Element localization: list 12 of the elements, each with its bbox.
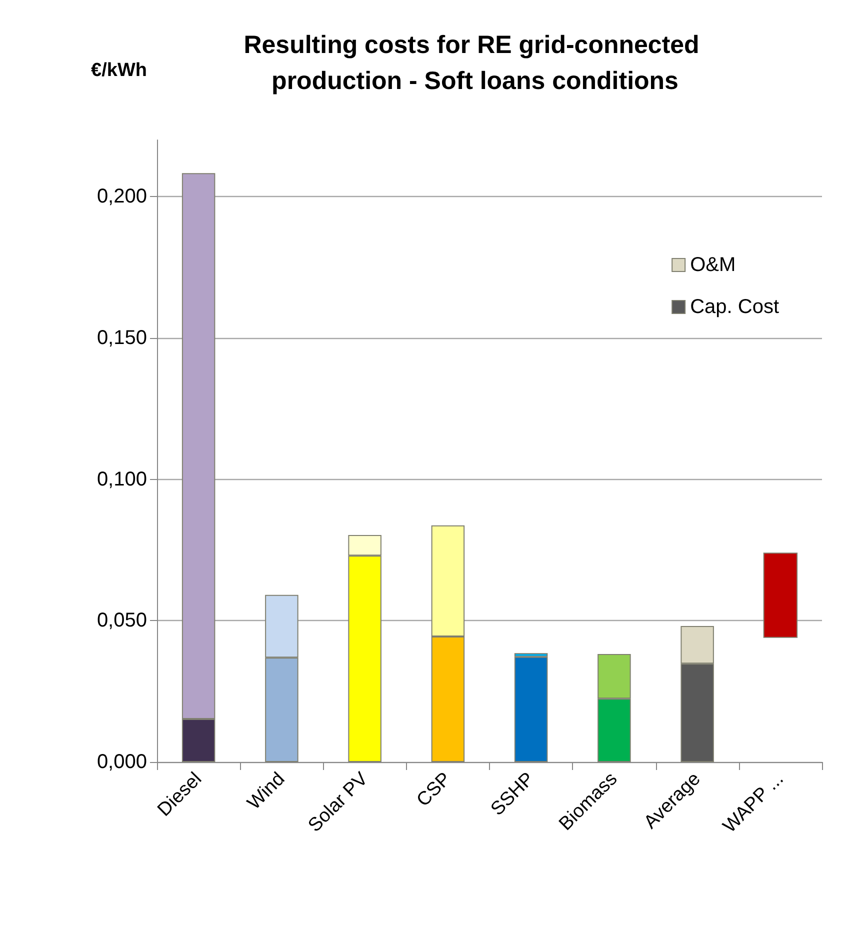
- chart-title: Resulting costs for RE grid-connected production - Soft loans conditions: [244, 31, 706, 95]
- bar: [514, 656, 548, 762]
- legend-label: Cap. Cost: [690, 296, 780, 318]
- x-tick-label: CSP: [412, 768, 456, 812]
- y-axis-title: €/kWh: [91, 60, 147, 81]
- bar: [763, 552, 798, 638]
- legend-label: O&M: [690, 254, 736, 276]
- y-tick-label: 0,000: [96, 751, 147, 773]
- y-tick-label: 0,200: [96, 186, 147, 208]
- y-tick-label: 0,050: [96, 610, 147, 632]
- y-tick-label: 0,100: [96, 468, 147, 490]
- y-tick-label: 0,150: [96, 326, 147, 349]
